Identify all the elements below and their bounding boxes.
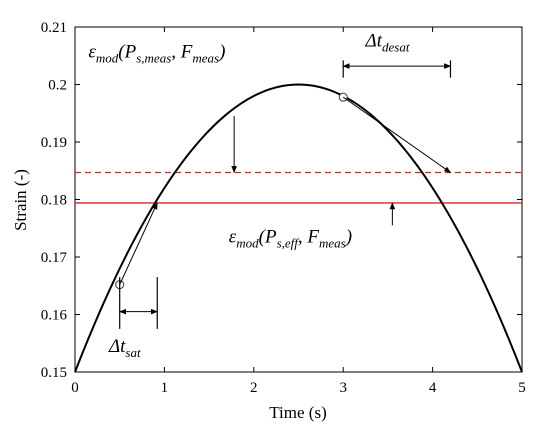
interval-bracket xyxy=(342,60,452,78)
x-tick-label: 0 xyxy=(71,380,79,396)
strain-curve xyxy=(74,83,523,373)
annotation-dt-sat-base: Δt xyxy=(108,336,126,357)
annotation-mod-meas-sub2: s,meas xyxy=(136,50,171,65)
annotation-arrow xyxy=(119,202,158,285)
annotation-mod-meas-sub3: meas xyxy=(192,50,219,65)
x-tick-label: 5 xyxy=(518,380,526,396)
annotation-mod-eff-sub3: meas xyxy=(319,236,346,251)
annotation-mod-meas-mid: (P xyxy=(118,41,136,62)
annotation-mod-eff-sub2: s,eff xyxy=(277,236,301,251)
y-axis-label: Strain (-) xyxy=(11,169,30,231)
annotation-mod-eff: εmod(Ps,eff, Fmeas) xyxy=(229,227,352,251)
annotation-mod-eff-base: ε xyxy=(229,227,237,248)
annotation-dt-sat-sub1: sat xyxy=(125,345,141,360)
y-tick-label: 0.2 xyxy=(48,78,67,94)
y-tick-label: 0.17 xyxy=(41,250,68,266)
annotation-dt-desat: Δtdesat xyxy=(365,31,410,55)
annotation-mod-meas-sub1: mod xyxy=(96,50,119,65)
annotations: εmod(Ps,meas, Fmeas)εmod(Ps,eff, Fmeas)Δ… xyxy=(88,31,409,360)
y-tick-label: 0.21 xyxy=(41,20,67,36)
annotation-mod-meas-base: ε xyxy=(88,41,96,62)
y-tick-label: 0.15 xyxy=(41,365,67,381)
plot-area xyxy=(74,26,523,373)
annotation-dt-sat: Δtsat xyxy=(108,336,141,360)
axis-ticks: 0 1 2 3 4 5 0.15 0.16 0.17 0.18 0.19 0.2 0.21 xyxy=(41,20,526,396)
x-tick-label: 2 xyxy=(250,380,258,396)
y-tick-label: 0.19 xyxy=(41,135,67,151)
annotation-dt-desat-base: Δt xyxy=(365,31,383,52)
annotation-arrows xyxy=(119,96,452,285)
annotation-mod-meas-end: ) xyxy=(218,41,225,62)
annotation-mod-eff-sub1: mod xyxy=(236,236,259,251)
x-tick-label: 4 xyxy=(429,380,437,396)
annotation-mod-eff-end: ) xyxy=(345,227,352,248)
y-tick-label: 0.18 xyxy=(41,193,67,209)
x-tick-label: 3 xyxy=(339,380,347,396)
x-axis-label: Time (s) xyxy=(269,403,326,422)
annotation-mod-meas: εmod(Ps,meas, Fmeas) xyxy=(88,41,225,65)
annotation-mod-eff-tail: , F xyxy=(298,227,320,248)
y-tick-label: 0.16 xyxy=(41,308,68,324)
x-tick-label: 1 xyxy=(161,380,169,396)
annotation-mod-meas-tail: , F xyxy=(171,41,193,62)
annotation-dt-desat-sub1: desat xyxy=(382,40,410,55)
annotation-arrow xyxy=(342,96,452,173)
annotation-mod-eff-mid: (P xyxy=(259,227,277,248)
interval-bracket xyxy=(118,277,158,329)
interval-brackets xyxy=(118,60,452,329)
